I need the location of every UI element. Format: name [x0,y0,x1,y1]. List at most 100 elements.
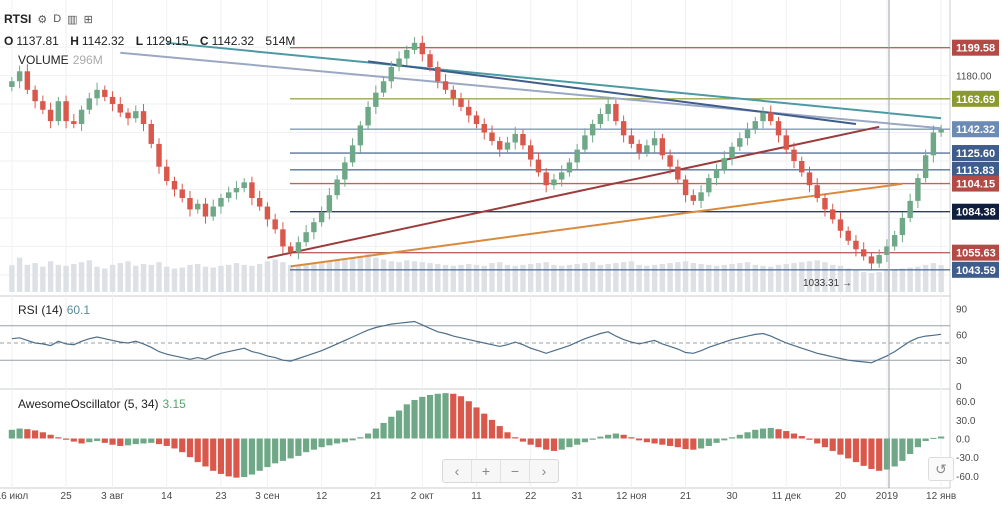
candle-body [404,49,410,59]
time-axis-tick: 2019 [876,491,899,502]
candle-body [311,222,317,233]
ao-bar [558,438,565,450]
ao-bar [605,434,612,439]
price-label-text: 1055.63 [956,248,996,260]
candle-body [171,180,178,190]
time-axis-tick: 2 окт [411,491,434,502]
price-label-box [952,175,999,192]
bar-chart-icon[interactable]: ▥ [67,13,78,26]
ao-bar [705,438,712,446]
ao-bar [535,438,542,448]
volume-bar [388,261,395,292]
volume-bar [435,263,441,292]
candle-body [752,121,758,130]
volume-bar [636,264,642,292]
volume-bar [16,257,23,292]
price-label-text: 1125.60 [956,148,995,160]
volume-bar [133,265,139,292]
candle-body [853,240,859,250]
ao-bar [32,430,39,439]
ao-axis-tick: -30.0 [956,453,979,464]
zoom-in-button[interactable]: + [472,460,501,482]
candle-body [187,198,193,210]
volume-bar [543,262,549,292]
volume-bar [140,263,147,292]
time-axis-tick: 14 [161,491,173,502]
ao-bar [465,401,472,439]
candle-body [845,230,851,241]
volume-bar [713,265,720,292]
volume-bar [915,266,921,292]
interval-label[interactable]: D [53,13,62,25]
volume-bar [303,264,309,292]
ao-bar [550,438,558,451]
candle-body [450,89,456,99]
candle-body [768,112,774,122]
candle-body [489,132,495,142]
symbol-name[interactable]: RTSI [4,12,32,26]
high-label: H [70,34,79,48]
candle-body [202,203,209,217]
volume-bar [32,263,38,292]
ao-bar [132,438,139,445]
zoom-out-button[interactable]: − [501,460,530,482]
ao-legend[interactable]: AwesomeOscillator (5, 34) 3.15 [18,397,186,411]
ao-bar [566,438,573,448]
rsi-axis-tick: 90 [956,305,968,316]
rsi-legend[interactable]: RSI (14) 60.1 [18,303,90,317]
ao-bar [574,438,581,445]
ao-bar [837,438,844,455]
candle-body [210,206,216,217]
candle-body [814,185,820,199]
ao-bar [473,407,480,439]
add-box-icon[interactable]: ⊞ [83,13,93,26]
volume-label: VOLUME [18,53,69,67]
volume-bar [373,257,379,292]
candle-body [698,192,704,201]
ao-bar [643,438,650,443]
ao-bar [279,438,287,461]
volume-bar [404,260,410,292]
ao-bar [759,428,767,439]
candle-body [628,135,635,144]
candle-body [388,67,395,82]
candle-body [706,178,712,193]
time-axis-tick: 31 [572,491,584,502]
volume-bar [442,264,449,292]
ao-bar [496,426,503,439]
ao-bar [543,438,550,450]
chart-navigation: ‹ + − › [442,459,559,483]
ao-bar [891,438,898,467]
ao-axis-tick: -60.0 [956,472,979,483]
candle-body [930,132,937,156]
open-label: O [4,34,14,48]
ao-bar [457,396,465,439]
volume-bar [799,262,805,292]
ao-bar [303,438,310,453]
scroll-right-button[interactable]: › [541,463,547,479]
reset-icon[interactable]: ↺ [928,457,954,481]
ao-bar [117,438,124,446]
volume-bar [620,262,627,292]
volume-bar [527,263,534,292]
ao-bar [922,438,929,441]
volume-bar [791,263,797,292]
ao-bar [821,438,829,448]
candle-body [558,172,565,180]
ao-bar [690,438,697,450]
volume-value: 296M [72,53,103,67]
candle-body [435,67,441,82]
ao-bar [248,438,256,475]
gear-icon[interactable]: ⚙ [37,13,48,26]
ao-axis-tick: 60.0 [956,397,976,408]
ao-bar [225,438,232,477]
rsi-axis-tick: 0 [956,382,962,393]
scroll-left-button[interactable]: ‹ [443,460,472,482]
volume-bar [605,263,611,292]
ao-bar [202,438,209,467]
ao-bar [163,438,170,446]
candle-body [473,115,480,124]
volume-bar [504,264,511,292]
volume-bar [860,272,867,292]
